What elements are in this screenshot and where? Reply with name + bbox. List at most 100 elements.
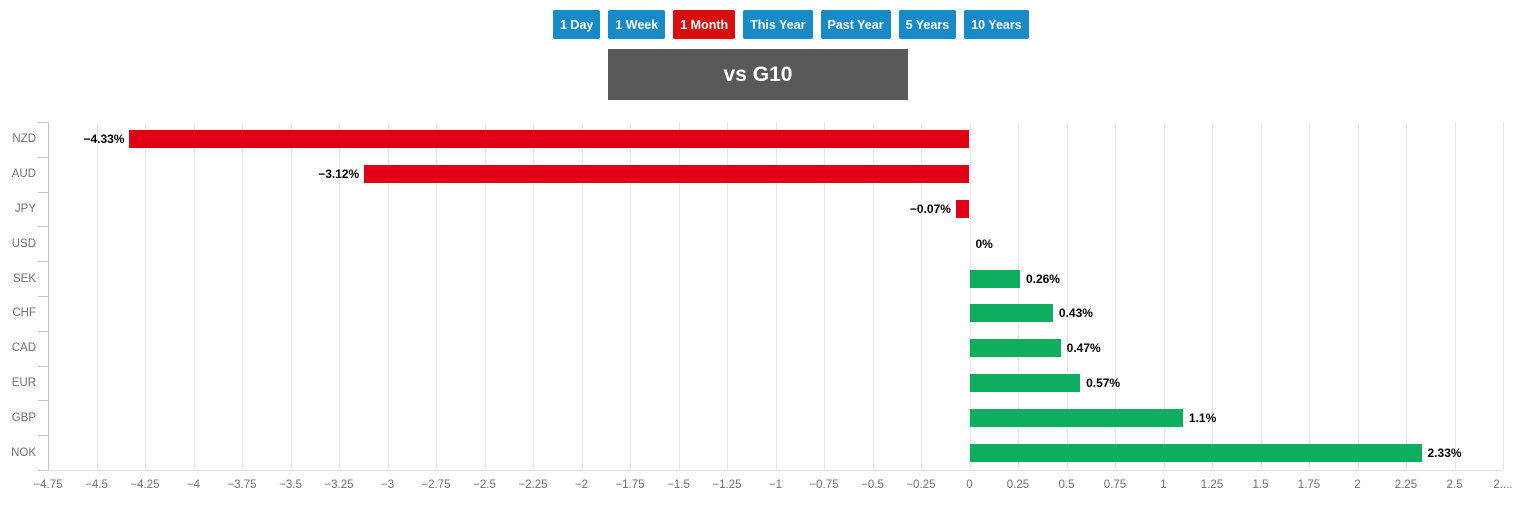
period-button-10-years[interactable]: 10 Years — [964, 10, 1029, 39]
category-axis-tick — [38, 470, 48, 471]
value-label-gbp: 1.1% — [1188, 410, 1217, 425]
x-gridline — [484, 122, 486, 470]
x-axis-tick-label: −0.75 — [809, 479, 839, 491]
bar-aud[interactable] — [364, 165, 970, 184]
x-axis-tick-label: −4.5 — [85, 479, 108, 491]
x-gridline — [921, 122, 922, 470]
plot-bottom-border — [48, 470, 1503, 471]
x-gridline — [1357, 122, 1359, 470]
x-axis-tick-label: 1.75 — [1297, 479, 1321, 491]
bar-gbp[interactable] — [969, 408, 1183, 427]
bar-cad[interactable] — [969, 339, 1061, 358]
x-axis-tick-label: −2 — [574, 479, 589, 491]
x-gridline — [581, 122, 583, 470]
x-gridline — [969, 122, 971, 470]
x-gridline — [872, 122, 874, 470]
x-axis-tick-label: 0.25 — [1006, 479, 1030, 491]
value-label-nzd: −4.33% — [83, 132, 125, 147]
x-gridline — [1066, 122, 1068, 470]
x-axis-tick-label: −0.5 — [861, 479, 884, 491]
bar-sek[interactable] — [969, 269, 1020, 288]
category-axis-tick — [38, 156, 48, 158]
bar-nok[interactable] — [969, 443, 1422, 462]
category-axis-tick — [38, 226, 48, 228]
value-label-usd: 0% — [975, 236, 993, 251]
value-label-sek: 0.26% — [1025, 271, 1060, 286]
value-label-jpy: −0.07% — [909, 202, 951, 216]
x-axis-tick-label: −1.25 — [712, 479, 742, 491]
x-axis-tick-label: 0.5 — [1058, 479, 1075, 491]
x-gridline — [1503, 122, 1504, 470]
x-axis-tick-label: 1 — [1160, 479, 1167, 491]
x-gridline — [1163, 122, 1165, 470]
period-button-1-month[interactable]: 1 Month — [673, 10, 736, 39]
bar-eur[interactable] — [969, 374, 1081, 392]
x-axis-tick-label: −3.75 — [227, 479, 257, 491]
x-gridline — [1309, 122, 1310, 470]
category-label-aud: AUD — [11, 168, 36, 181]
category-label-sek: SEK — [12, 272, 36, 285]
value-label-cad: 0.47% — [1066, 341, 1101, 356]
x-axis-tick-label: 0.75 — [1103, 479, 1127, 491]
period-button-this-year[interactable]: This Year — [743, 10, 813, 39]
value-label-nok: 2.33% — [1427, 445, 1462, 460]
x-gridline — [1454, 122, 1456, 470]
x-gridline — [1406, 122, 1407, 470]
x-axis-tick-label: 2.... — [1493, 479, 1513, 491]
category-axis-tick — [38, 191, 48, 193]
x-axis-tick-label: −2.5 — [473, 479, 496, 491]
category-label-nzd: NZD — [12, 133, 36, 146]
bar-chf[interactable] — [969, 304, 1053, 323]
x-gridline — [242, 122, 243, 470]
bar-jpy[interactable] — [955, 200, 970, 218]
chart-title: vs G10 — [723, 62, 793, 86]
x-gridline — [96, 122, 98, 470]
x-gridline — [436, 122, 437, 470]
x-gridline — [775, 122, 777, 470]
category-label-chf: CHF — [12, 307, 36, 320]
x-gridline — [290, 122, 292, 470]
category-axis-tick — [38, 435, 48, 437]
period-button-1-week[interactable]: 1 Week — [608, 10, 666, 39]
period-button-1-day[interactable]: 1 Day — [553, 10, 601, 39]
period-button-5-years[interactable]: 5 Years — [898, 10, 957, 39]
category-label-nok: NOK — [11, 446, 36, 459]
x-gridline — [678, 122, 680, 470]
x-gridline — [387, 122, 389, 470]
x-axis-tick-label: −3.5 — [279, 479, 302, 491]
x-axis-tick-label: −1.5 — [667, 479, 690, 491]
period-button-past-year[interactable]: Past Year — [820, 10, 891, 39]
x-gridline — [193, 122, 195, 470]
category-label-jpy: JPY — [14, 202, 36, 215]
category-label-eur: EUR — [11, 376, 36, 389]
x-gridline — [533, 122, 534, 470]
x-gridline — [1260, 122, 1262, 470]
category-axis-tick — [38, 365, 48, 367]
x-gridline — [727, 122, 728, 470]
value-label-aud: −3.12% — [318, 167, 360, 182]
x-axis-tick-label: 2 — [1354, 479, 1361, 491]
value-label-chf: 0.43% — [1058, 306, 1093, 321]
x-gridline — [1212, 122, 1213, 470]
x-axis-tick-label: −3 — [380, 479, 395, 491]
x-axis-tick-label: 2.25 — [1394, 479, 1418, 491]
chart-title-bar: vs G10 — [608, 49, 908, 100]
x-axis-tick-label: −2.25 — [518, 479, 548, 491]
x-axis-tick-label: −4.75 — [33, 479, 63, 491]
x-gridline — [1115, 122, 1116, 470]
category-label-usd: USD — [11, 237, 36, 250]
x-axis-tick-label: −0.25 — [906, 479, 936, 491]
x-axis-tick-label: −1.75 — [615, 479, 645, 491]
x-axis-tick-label: 2.5 — [1446, 479, 1463, 491]
x-axis-tick-label: −2.75 — [421, 479, 451, 491]
category-label-cad: CAD — [11, 342, 36, 355]
x-axis-tick-label: −4.25 — [130, 479, 160, 491]
x-gridline — [824, 122, 825, 470]
x-gridline — [630, 122, 631, 470]
bar-nzd[interactable] — [129, 130, 970, 149]
x-gridline — [145, 122, 146, 470]
x-axis-tick-label: 1.25 — [1200, 479, 1224, 491]
x-axis-tick-label: −4 — [186, 479, 201, 491]
